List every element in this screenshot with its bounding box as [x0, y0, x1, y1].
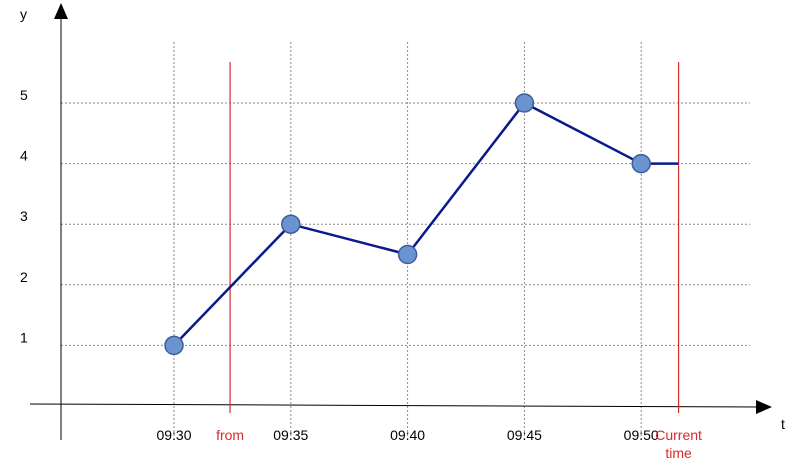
data-point-0940	[397, 244, 418, 265]
y-tick-label: 5	[20, 87, 28, 103]
data-point-0930	[164, 335, 184, 356]
x-axis	[29, 403, 763, 408]
marker-lines	[229, 62, 680, 413]
from-label: from	[216, 427, 244, 443]
x-tick-label: 09:45	[507, 427, 542, 443]
axes: y t	[20, 3, 785, 440]
y-tick-label: 1	[20, 329, 28, 345]
x-tick-label: 09:35	[273, 427, 308, 443]
grid	[61, 42, 750, 440]
tick-labels: 1 2 3 4 5 09:30 09:35 09:40 09:45 09:50 from Curren…	[20, 87, 702, 461]
series-group	[164, 93, 679, 356]
data-point-0950	[631, 153, 651, 174]
x-axis-label: t	[781, 416, 785, 432]
y-axis-arrow	[54, 3, 68, 19]
x-tick-label: 09:40	[390, 427, 425, 443]
y-tick-label: 3	[20, 208, 28, 224]
data-point-0945	[514, 93, 535, 113]
x-tick-label: 09:30	[156, 427, 191, 443]
x-axis-arrow	[756, 400, 772, 414]
current-time-label: time	[665, 445, 692, 461]
x-tick-label: 09:50	[624, 427, 659, 443]
data-point-0935	[281, 214, 301, 234]
current-time-label: Current	[655, 427, 702, 443]
y-tick-label: 2	[20, 269, 28, 285]
y-axis-label: y	[20, 6, 27, 22]
y-tick-label: 4	[20, 148, 28, 164]
